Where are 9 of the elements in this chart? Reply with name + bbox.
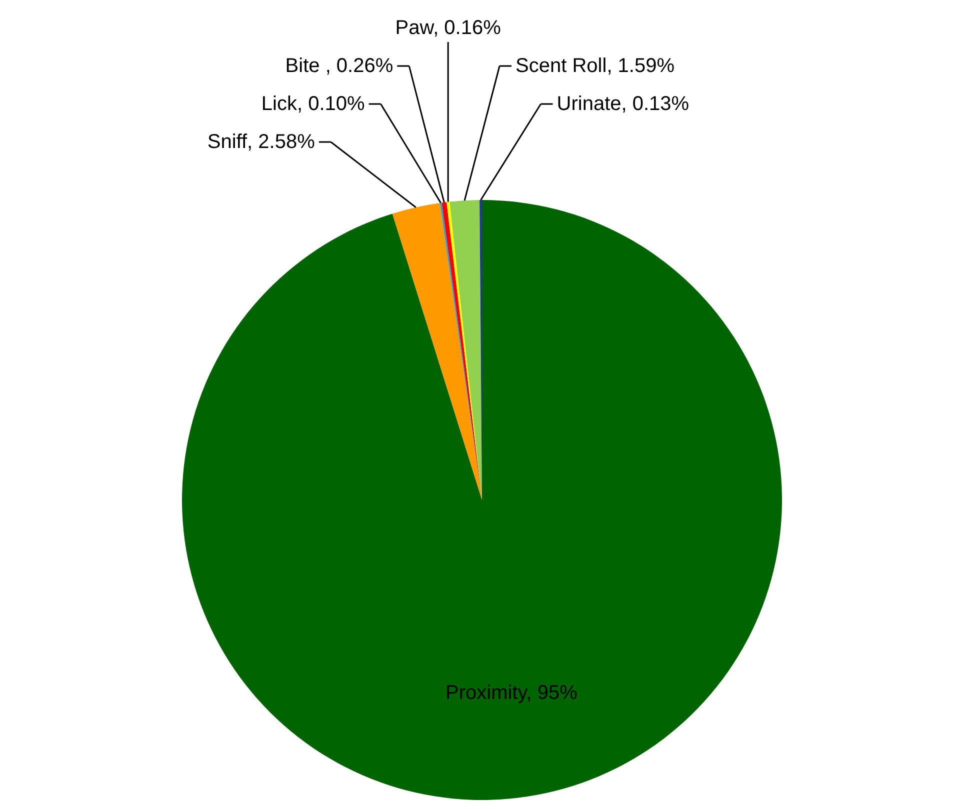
- pie-slice: [182, 200, 782, 800]
- pie-slice: [392, 202, 482, 500]
- slice-label: Proximity, 95%: [446, 682, 578, 704]
- slice-label: Bite , 0.26%: [285, 55, 394, 77]
- slice-label: Paw, 0.16%: [395, 17, 502, 39]
- slice-label: Scent Roll, 1.59%: [516, 55, 675, 77]
- slice-label: Urinate, 0.13%: [556, 93, 690, 115]
- slice-label: Sniff, 2.58%: [207, 131, 316, 153]
- slice-label: Lick, 0.10%: [261, 93, 365, 115]
